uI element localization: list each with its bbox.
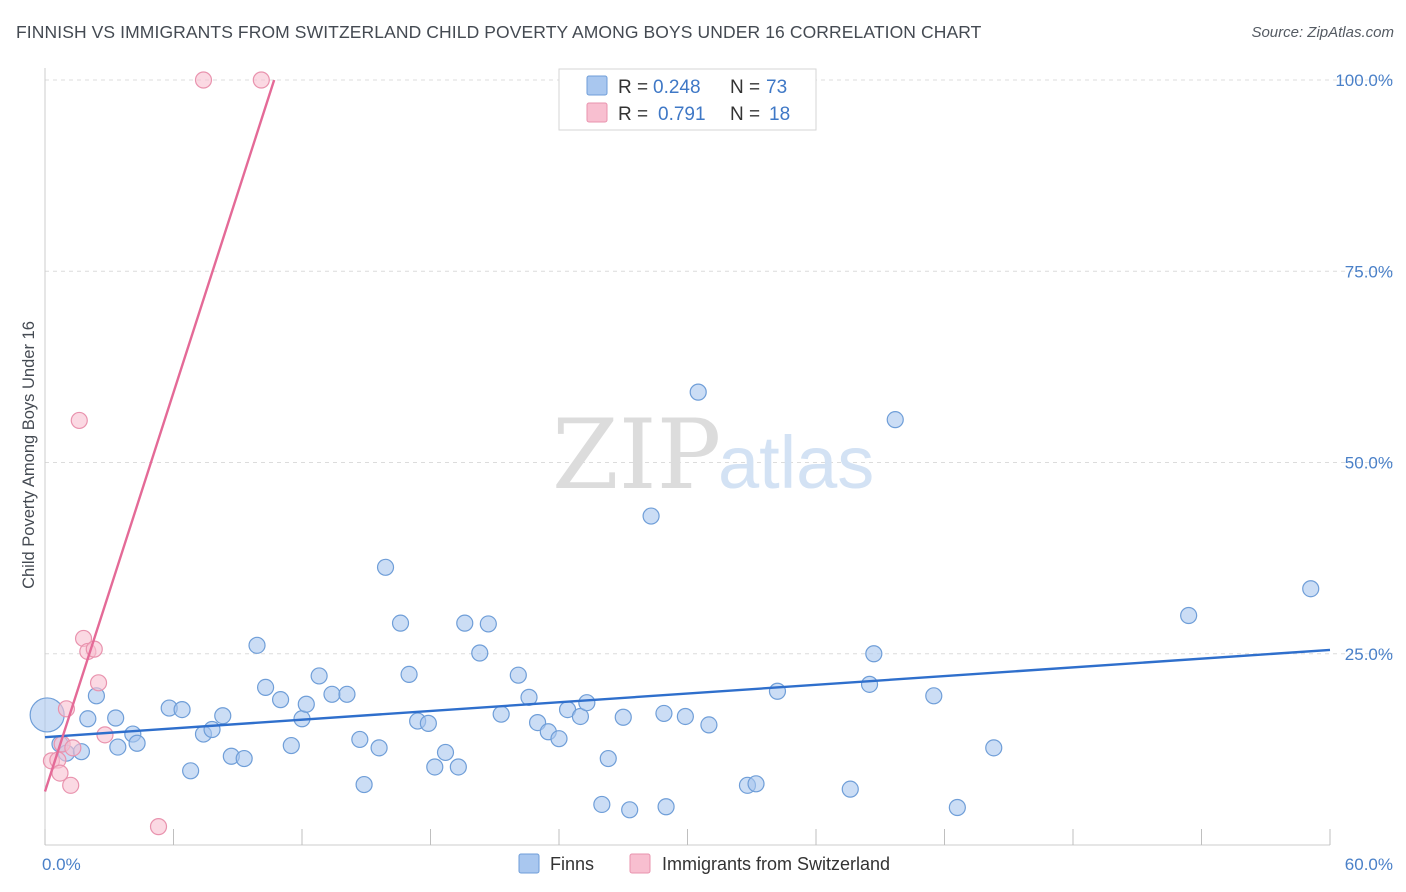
finns-point	[29, 697, 65, 733]
finns-point	[203, 720, 221, 739]
swiss-point	[64, 739, 82, 757]
swiss-point	[252, 71, 270, 89]
finns-point	[376, 558, 395, 576]
finns-point	[471, 644, 489, 662]
correlation-legend: R = 0.248 N = 73 R = 0.791 N = 18	[558, 68, 817, 131]
finns-point	[841, 780, 859, 798]
legend-n-value-finns: 73	[766, 77, 787, 98]
finns-point	[925, 687, 943, 705]
finns-point	[400, 665, 418, 684]
finns-point	[700, 716, 718, 734]
finns-point	[107, 709, 125, 727]
finns-point	[1180, 606, 1198, 625]
finns-point	[370, 739, 388, 757]
swiss-point	[96, 726, 114, 744]
series-legend-swatch-swiss	[629, 853, 651, 874]
source-credit: Source: ZipAtlas.com	[1251, 24, 1394, 41]
finns-point	[1302, 580, 1320, 598]
watermark-atlas: atlas	[718, 421, 874, 504]
finns-point	[436, 743, 455, 762]
finns-point	[128, 734, 146, 752]
finns-point	[860, 675, 879, 693]
finns-point	[173, 700, 191, 719]
finns-point	[351, 730, 369, 749]
legend-r-value-swiss: 0.791	[658, 104, 706, 125]
finns-point	[492, 705, 510, 723]
finns-point	[271, 691, 290, 709]
x-tick-label: 0.0%	[42, 855, 81, 874]
trend-lines	[43, 79, 1331, 792]
finns-point	[297, 695, 315, 713]
finns-point	[985, 739, 1003, 757]
legend-r-label-swiss: R =	[618, 104, 648, 125]
finns-point	[282, 736, 300, 755]
finns-point	[642, 507, 660, 525]
finns-point	[655, 704, 673, 723]
finns-point	[79, 710, 97, 728]
series-legend-label-swiss: Immigrants from Switzerland	[662, 854, 890, 874]
finns-point	[599, 749, 617, 768]
finns-point	[509, 666, 527, 684]
finns-point	[456, 614, 474, 632]
legend-n-label-finns: N =	[730, 77, 760, 98]
finns-point	[593, 795, 611, 814]
finns-point	[391, 614, 410, 632]
chart-title: FINNISH VS IMMIGRANTS FROM SWITZERLAND C…	[16, 22, 982, 42]
swiss-point	[62, 776, 80, 794]
tick-labels: 25.0% 50.0% 75.0% 100.0% 0.0% 60.0%	[42, 71, 1393, 874]
finns-point	[768, 682, 787, 700]
finns-point	[449, 758, 467, 776]
finns-point	[621, 801, 639, 819]
y-tick-label: 100.0%	[1335, 71, 1393, 90]
swiss-point	[70, 411, 88, 430]
finns-point	[689, 383, 707, 401]
finns-point	[571, 707, 590, 726]
watermark: ZIP atlas	[552, 399, 874, 511]
finns-point	[323, 685, 341, 703]
finns-point	[747, 775, 765, 793]
y-tick-label: 75.0%	[1345, 262, 1393, 281]
finns-point	[479, 615, 497, 633]
finns-point	[419, 714, 437, 732]
finns-point	[426, 758, 444, 776]
finns-trend-line	[44, 648, 1331, 739]
series-legend-swatch-finns	[518, 853, 540, 874]
y-tick-label: 25.0%	[1345, 645, 1393, 664]
finns-point	[235, 749, 253, 768]
y-tick-label: 50.0%	[1345, 454, 1393, 473]
finns-point	[676, 707, 694, 726]
finns-point	[614, 708, 632, 726]
y-axis-title: Child Poverty Among Boys Under 16	[20, 321, 38, 589]
legend-n-value-swiss: 18	[769, 104, 790, 125]
data-points	[29, 71, 1320, 836]
finns-point	[338, 685, 356, 703]
watermark-zip: ZIP	[552, 399, 721, 511]
legend-swatch-swiss	[586, 102, 608, 123]
swiss-trend-line	[43, 79, 276, 792]
finns-point	[109, 738, 127, 756]
x-tick-label: 60.0%	[1345, 855, 1393, 874]
finns-point	[256, 678, 275, 697]
finns-point	[182, 762, 200, 780]
series-legend-label-finns: Finns	[550, 854, 594, 874]
swiss-point	[89, 674, 108, 692]
legend-n-label-swiss: N =	[730, 104, 760, 125]
legend-r-label-finns: R =	[618, 77, 648, 98]
finns-point	[886, 411, 904, 429]
finns-point	[248, 636, 266, 654]
finns-point	[550, 730, 568, 748]
finns-point	[214, 707, 232, 725]
finns-point	[865, 645, 883, 663]
finns-point	[948, 798, 966, 817]
finns-point	[355, 775, 373, 794]
series-legend: Finns Immigrants from Switzerland	[518, 853, 890, 874]
legend-r-value-finns: 0.248	[653, 77, 701, 98]
legend-swatch-finns	[586, 75, 608, 96]
swiss-point	[149, 818, 168, 836]
swiss-point	[194, 71, 213, 89]
finns-point	[657, 798, 675, 816]
finns-point	[310, 667, 328, 685]
finns-point	[578, 694, 596, 712]
